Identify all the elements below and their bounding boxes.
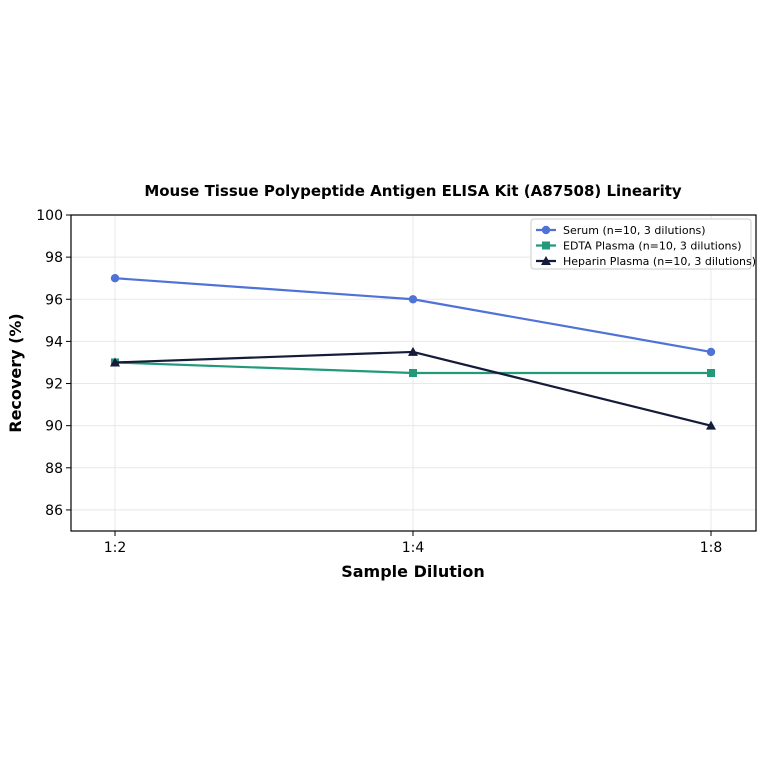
data-point <box>706 347 716 357</box>
legend-label: EDTA Plasma (n=10, 3 dilutions) <box>563 240 742 253</box>
legend-marker <box>541 256 551 265</box>
data-point <box>110 274 120 283</box>
data-point <box>707 369 715 377</box>
legend: Serum (n=10, 3 dilutions) EDTA Plasma (n=… <box>530 218 756 270</box>
x-axis-label: Sample Dilution <box>341 562 485 581</box>
legend-item: EDTA Plasma (n=10, 3 dilutions) <box>536 240 742 253</box>
y-axis-label: Recovery (%) <box>6 313 25 432</box>
series-1 <box>110 274 716 357</box>
data-point <box>408 295 418 304</box>
legend-label: Heparin Plasma (n=10, 3 dilutions) <box>563 255 756 268</box>
data-point <box>706 420 716 430</box>
x-tick-label: 1:4 <box>402 540 425 556</box>
legend-box <box>530 218 752 270</box>
x-tick-label: 1:8 <box>700 540 723 556</box>
axis-ticks: 86 88 90 92 94 96 98 100 1:2 1:4 1:8 <box>36 208 722 556</box>
legend-item: Serum (n=10, 3 dilutions) <box>536 224 706 237</box>
y-tick-label: 90 <box>45 419 63 435</box>
series-layer <box>110 274 716 430</box>
y-tick-label: 94 <box>45 334 63 350</box>
data-point <box>110 357 120 367</box>
legend-item: Heparin Plasma (n=10, 3 dilutions) <box>536 255 756 268</box>
y-tick-label: 86 <box>45 503 63 519</box>
y-tick-label: 92 <box>45 377 63 393</box>
chart-title: Mouse Tissue Polypeptide Antigen ELISA K… <box>144 182 682 200</box>
y-tick-label: 98 <box>45 250 63 266</box>
y-tick-label: 88 <box>45 461 63 477</box>
series-3 <box>110 346 716 430</box>
legend-marker <box>541 225 551 235</box>
legend-label: Serum (n=10, 3 dilutions) <box>563 224 706 237</box>
y-tick-label: 100 <box>36 208 63 224</box>
data-point <box>409 369 417 377</box>
y-tick-label: 96 <box>45 292 63 308</box>
x-tick-label: 1:2 <box>104 540 127 556</box>
legend-marker <box>542 241 550 250</box>
data-point <box>408 346 418 356</box>
